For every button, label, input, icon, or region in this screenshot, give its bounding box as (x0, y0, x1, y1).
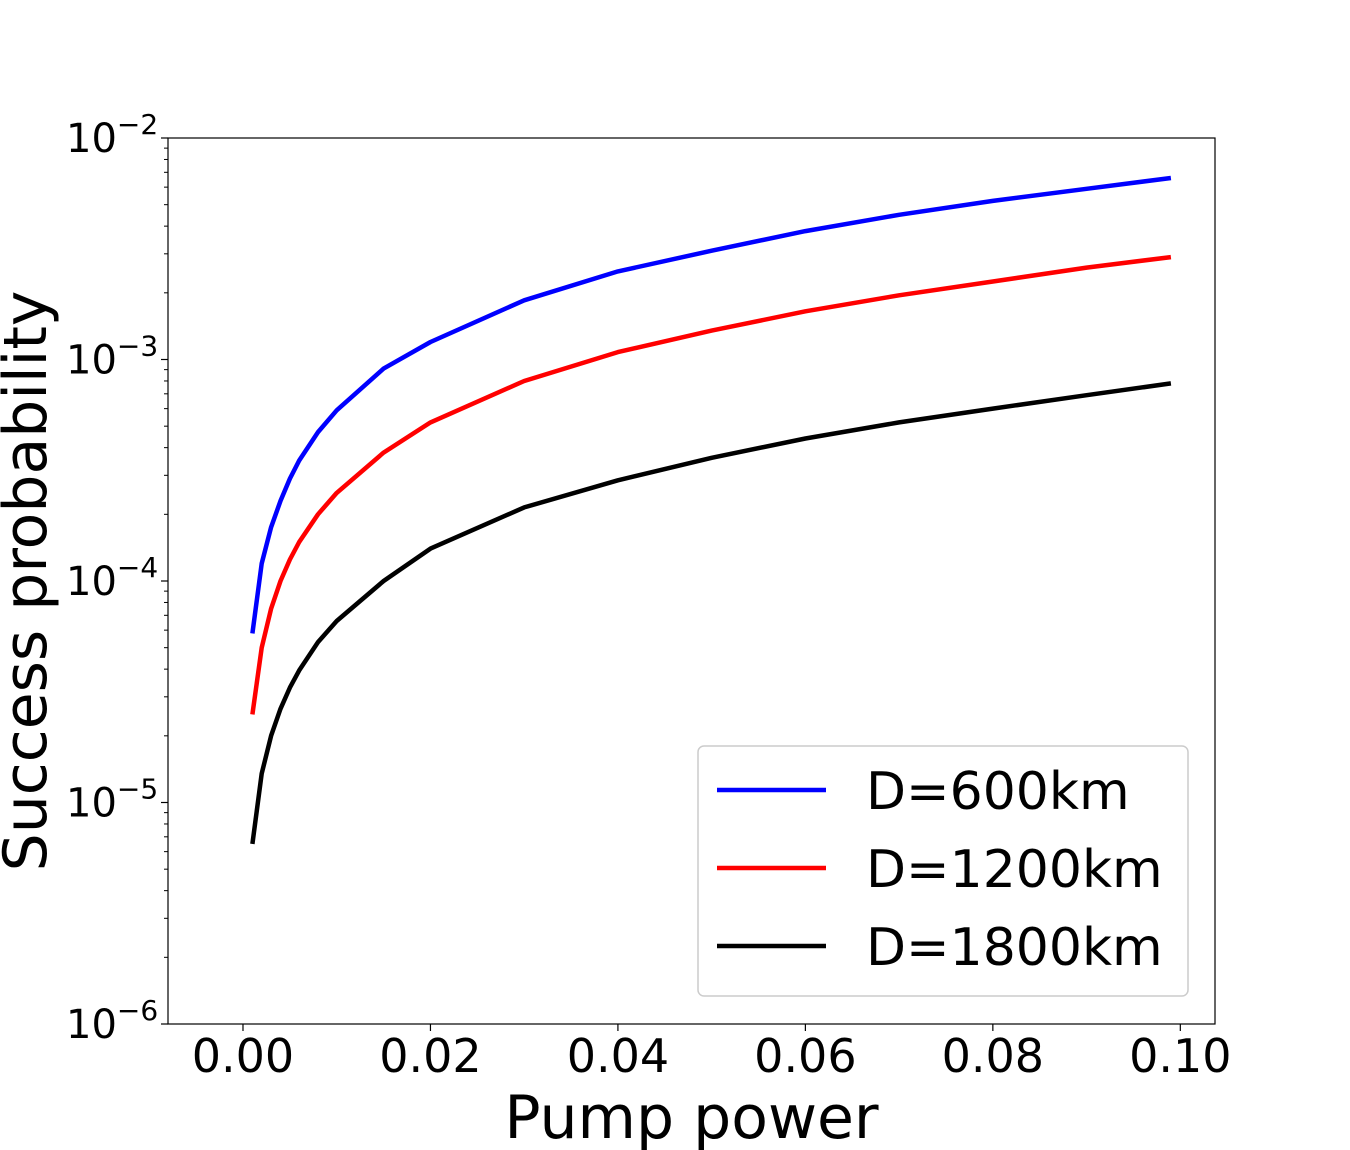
y-tick-label: 10−6 (66, 994, 158, 1048)
x-tick-label: 0.08 (942, 1029, 1044, 1083)
y-tick-base: 10 (66, 116, 117, 162)
y-tick-exponent: −2 (117, 108, 158, 141)
y-axis-label: Success probability (0, 291, 61, 872)
y-tick-labels: 10−610−510−410−310−2 (66, 108, 158, 1048)
x-tick-label: 0.06 (754, 1029, 856, 1083)
series-line-1 (250, 254, 1172, 715)
y-tick-base: 10 (66, 1002, 117, 1048)
x-tick-label: 0.02 (379, 1029, 481, 1083)
y-tick-base: 10 (66, 559, 117, 605)
series-lines (250, 175, 1172, 845)
y-tick-base: 10 (66, 338, 117, 384)
y-tick-label: 10−4 (66, 551, 158, 605)
y-tick-base: 10 (66, 781, 117, 827)
legend: D=600km D=1200km D=1800km (697, 745, 1189, 997)
y-tick-label: 10−3 (66, 330, 158, 384)
y-tick-exponent: −3 (117, 330, 158, 363)
y-tick-exponent: −6 (117, 994, 158, 1027)
legend-label-0: D=600km (866, 762, 1130, 822)
y-tick-label: 10−5 (66, 773, 158, 827)
x-tick-label: 0.04 (567, 1029, 669, 1083)
x-tick-labels: 0.00 0.02 0.04 0.06 0.08 0.10 (192, 1029, 1232, 1083)
legend-entries: D=600km D=1200km D=1800km (717, 762, 1163, 978)
plot-area-frame (167, 137, 1216, 1025)
x-tick-label: 0.10 (1129, 1029, 1231, 1083)
x-axis-label: Pump power (504, 1083, 879, 1150)
legend-box (697, 745, 1189, 997)
major-ticks (161, 137, 1181, 1031)
y-tick-label: 10−2 (66, 108, 158, 162)
legend-label-1: D=1200km (866, 840, 1163, 900)
x-tick-label: 0.00 (192, 1029, 294, 1083)
series-line-2 (250, 381, 1172, 845)
series-line-0 (250, 175, 1172, 634)
y-minor-ticks (164, 147, 168, 958)
y-tick-exponent: −4 (117, 551, 158, 584)
legend-label-2: D=1800km (866, 918, 1163, 978)
y-tick-exponent: −5 (117, 773, 158, 806)
